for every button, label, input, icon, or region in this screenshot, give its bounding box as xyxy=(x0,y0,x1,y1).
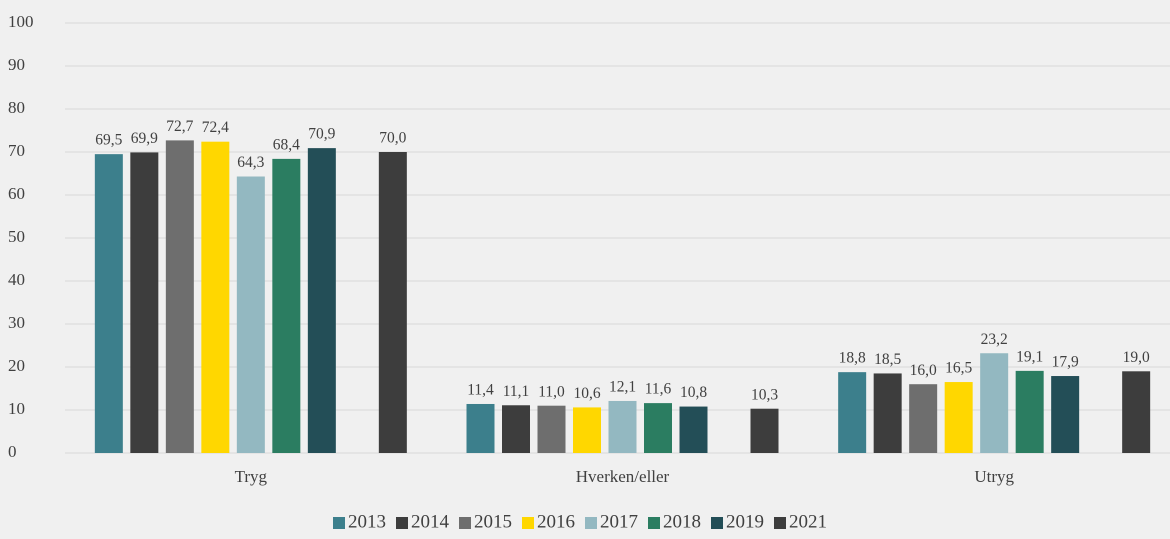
legend-swatch xyxy=(522,517,534,529)
value-label: 72,7 xyxy=(166,118,193,135)
x-tick-label: Utryg xyxy=(974,467,1014,486)
value-label: 64,3 xyxy=(237,154,264,171)
bar xyxy=(944,382,973,453)
value-label: 72,4 xyxy=(202,119,229,136)
y-tick-label: 40 xyxy=(8,270,25,289)
value-label: 69,9 xyxy=(131,130,158,147)
value-label: 12,1 xyxy=(609,379,636,396)
bar xyxy=(130,152,159,453)
bar xyxy=(679,406,708,453)
y-tick-label: 60 xyxy=(8,184,25,203)
bar xyxy=(750,408,779,453)
legend-swatch xyxy=(333,517,345,529)
bar xyxy=(1015,370,1044,453)
value-label: 18,5 xyxy=(874,351,901,368)
legend-label: 2016 xyxy=(537,511,575,532)
bar xyxy=(644,403,672,453)
bar xyxy=(537,405,566,453)
legend-swatch xyxy=(459,517,471,529)
legend-swatch xyxy=(774,517,786,529)
value-label: 19,0 xyxy=(1123,349,1150,366)
value-label: 70,9 xyxy=(308,126,335,143)
bar xyxy=(307,148,336,453)
y-tick-label: 30 xyxy=(8,313,25,332)
legend-label: 2014 xyxy=(411,511,450,532)
value-label: 68,4 xyxy=(273,136,300,153)
legend-label: 2018 xyxy=(663,511,701,532)
bar xyxy=(502,405,530,453)
bar xyxy=(236,176,265,453)
x-tick-label: Tryg xyxy=(235,467,268,486)
bar xyxy=(272,158,301,453)
bar xyxy=(573,407,601,453)
x-tick-label: Hverken/eller xyxy=(576,467,670,486)
legend-swatch xyxy=(711,517,723,529)
y-tick-label: 100 xyxy=(8,12,34,31)
bar xyxy=(466,403,495,453)
value-label: 11,1 xyxy=(503,383,530,400)
bar xyxy=(909,384,938,453)
value-label: 69,5 xyxy=(95,132,122,149)
bar xyxy=(165,140,194,453)
bar xyxy=(94,154,123,453)
value-label: 70,0 xyxy=(379,130,406,147)
value-label: 10,3 xyxy=(751,386,778,403)
y-tick-label: 70 xyxy=(8,141,25,160)
y-tick-label: 10 xyxy=(8,399,25,418)
y-tick-label: 20 xyxy=(8,356,25,375)
value-label: 18,8 xyxy=(839,350,866,367)
legend-label: 2015 xyxy=(474,511,512,532)
bar xyxy=(378,152,407,453)
value-label: 19,1 xyxy=(1016,348,1043,365)
value-label: 11,0 xyxy=(538,383,565,400)
value-label: 17,9 xyxy=(1052,354,1079,371)
legend-swatch xyxy=(648,517,660,529)
legend-label: 2019 xyxy=(726,511,764,532)
y-tick-label: 90 xyxy=(8,55,25,74)
value-label: 11,6 xyxy=(645,381,672,398)
y-tick-label: 50 xyxy=(8,227,25,246)
bar xyxy=(980,353,1009,453)
bar xyxy=(1122,371,1151,453)
value-label: 10,6 xyxy=(573,385,600,402)
value-label: 10,8 xyxy=(680,384,707,401)
bar xyxy=(838,372,867,453)
legend-label: 2021 xyxy=(789,511,827,532)
y-tick-label: 0 xyxy=(8,442,17,461)
bar xyxy=(608,400,637,453)
legend-label: 2013 xyxy=(348,511,386,532)
bar xyxy=(1051,376,1080,453)
value-label: 16,0 xyxy=(910,362,937,379)
bar xyxy=(873,373,902,453)
y-tick-label: 80 xyxy=(8,98,25,117)
value-label: 16,5 xyxy=(945,360,972,377)
legend-swatch xyxy=(396,517,408,529)
legend-swatch xyxy=(585,517,597,529)
value-label: 23,2 xyxy=(981,331,1008,348)
bar xyxy=(201,141,230,453)
legend-label: 2017 xyxy=(600,511,638,532)
value-label: 11,4 xyxy=(467,382,494,399)
